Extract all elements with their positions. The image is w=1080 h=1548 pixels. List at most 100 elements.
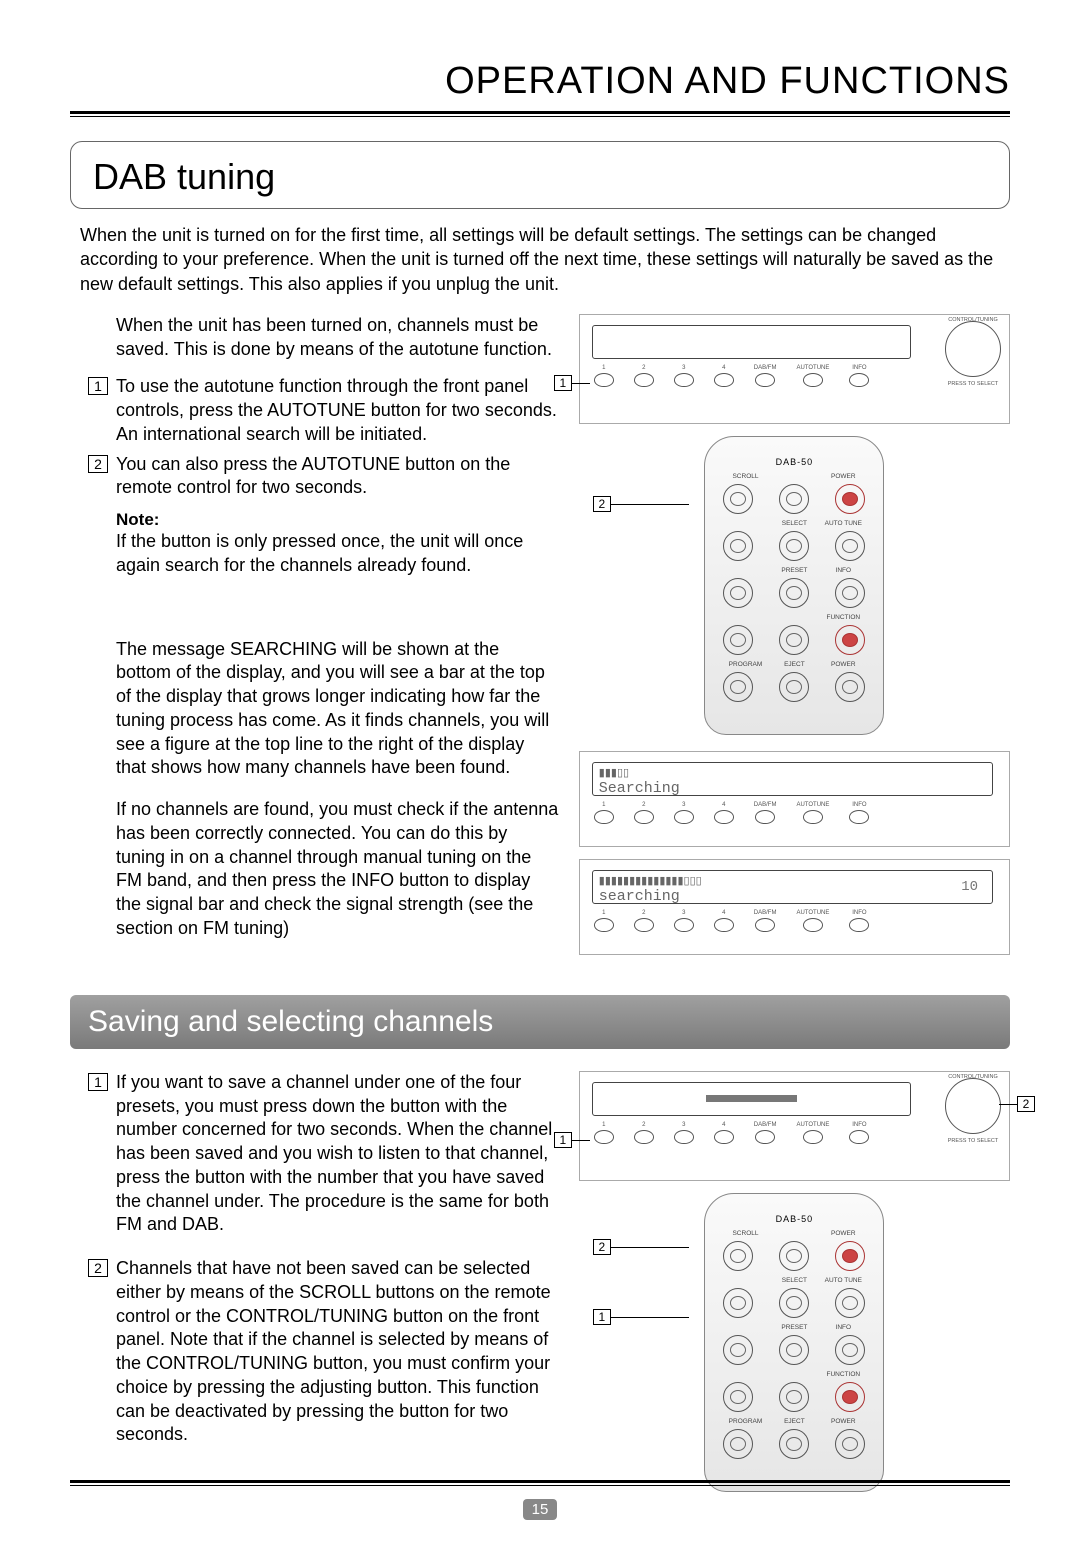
remote-button-row	[723, 1429, 865, 1459]
remote-button-inner	[730, 1390, 746, 1404]
remote-button	[835, 1335, 865, 1365]
remote-button	[779, 1241, 809, 1271]
remote-button	[835, 672, 865, 702]
panel-button-icon	[755, 1130, 775, 1144]
remote-control-figure-2: DAB-50SCROLLPOWERSELECTAUTO TUNEPRESETIN…	[704, 1193, 884, 1492]
panel-button-icon	[634, 918, 654, 932]
searching-panel-1: ▮▮▮▯▯ Searching 1234DAB/FMAUTOTUNEINFO	[579, 751, 1010, 847]
saving-step-1: 1 If you want to save a channel under on…	[88, 1071, 559, 1237]
remote-button-label	[721, 567, 769, 574]
remote-button-inner	[786, 1296, 802, 1310]
panel-button-3: 3	[674, 365, 694, 387]
panel-button-label: 4	[722, 802, 725, 808]
step-1-text: To use the autotune function through the…	[116, 375, 559, 446]
remote-button	[723, 1288, 753, 1318]
remote-button-inner	[730, 1437, 746, 1451]
remote-control-figure: DAB-50SCROLLPOWERSELECTAUTO TUNEPRESETIN…	[704, 436, 884, 735]
note-text: If the button is only pressed once, the …	[116, 530, 559, 578]
remote-button-label	[770, 1371, 818, 1378]
remote-button-label: SCROLL	[721, 1230, 769, 1237]
remote-label-row: SCROLLPOWER	[721, 1230, 867, 1237]
remote-button-inner	[786, 586, 802, 600]
saving-step-2-text: Channels that have not been saved can be…	[116, 1257, 559, 1447]
remote-button	[723, 1382, 753, 1412]
remote-button	[723, 484, 753, 514]
remote2-callout-2: 2	[593, 1239, 611, 1255]
section-title-saving: Saving and selecting channels	[70, 995, 1010, 1049]
remote-button	[723, 1335, 753, 1365]
remote-button-inner	[730, 539, 746, 553]
panel-button-dabfm: DAB/FM	[754, 802, 777, 824]
remote-button-inner	[730, 1343, 746, 1357]
step-number-1: 1	[88, 377, 108, 395]
panel2-callout-2: 2	[1017, 1096, 1035, 1112]
saving-step-2: 2 Channels that have not been saved can …	[88, 1257, 559, 1447]
panel-button-icon	[674, 810, 694, 824]
panel-callout-1: 1	[554, 375, 572, 391]
panel-button-icon	[594, 810, 614, 824]
remote-button-label: FUNCTION	[819, 1371, 867, 1378]
manual-page: OPERATION AND FUNCTIONS DAB tuning When …	[0, 0, 1080, 1548]
remote-label-row: PRESETINFO	[721, 567, 867, 574]
remote-button	[723, 531, 753, 561]
panel-button-icon	[849, 918, 869, 932]
remote-button	[779, 672, 809, 702]
footer-rule	[70, 1480, 1010, 1486]
remote-button-inner	[842, 1437, 858, 1451]
remote-button-inner	[842, 492, 858, 506]
panel-button-label: DAB/FM	[754, 1122, 777, 1128]
remote-label-row: PRESETINFO	[721, 1324, 867, 1331]
panel-button-1: 1	[594, 910, 614, 932]
remote-button-label	[770, 614, 818, 621]
panel-button-4: 4	[714, 365, 734, 387]
remote-button	[723, 1429, 753, 1459]
remote-button-label: SELECT	[770, 1277, 818, 1284]
searching-paragraph: The message SEARCHING will be shown at t…	[116, 638, 559, 781]
remote-label-row: FUNCTION	[721, 614, 867, 621]
panel-button-label: INFO	[852, 802, 866, 808]
panel-button-icon	[594, 373, 614, 387]
remote-label-row: PROGRAMEJECTPOWER	[721, 661, 867, 668]
remote-model-label: DAB-50	[719, 1214, 869, 1224]
remote-button-inner	[730, 1249, 746, 1263]
note-label: Note:	[116, 510, 559, 530]
tuning-dial-2	[945, 1078, 1001, 1134]
remote-button-inner	[786, 1390, 802, 1404]
lcd-text-2: searching	[599, 888, 986, 905]
panel-button-1: 1	[594, 1122, 614, 1144]
panel-button-icon	[714, 918, 734, 932]
panel-button-row-2: 1234DAB/FMAUTOTUNEINFO	[588, 802, 1001, 824]
panel-button-label: DAB/FM	[754, 802, 777, 808]
panel-button-label: 2	[642, 1122, 645, 1128]
remote-button-label	[770, 473, 818, 480]
dab-columns: When the unit has been turned on, channe…	[70, 314, 1010, 967]
lcd-blank	[592, 325, 911, 359]
step-2-text: You can also press the AUTOTUNE button o…	[116, 453, 559, 501]
panel-button-label: DAB/FM	[754, 365, 777, 371]
remote-button-label: INFO	[819, 567, 867, 574]
panel-button-icon	[594, 1130, 614, 1144]
remote-wrapper: 2 DAB-50SCROLLPOWERSELECTAUTO TUNEPRESET…	[579, 436, 1010, 735]
remote-button-row	[723, 1288, 865, 1318]
section-header-dab: DAB tuning	[70, 141, 1010, 209]
remote-button-label	[721, 614, 769, 621]
panel-button-label: 3	[682, 365, 685, 371]
remote-button-row	[723, 1241, 865, 1271]
no-channels-paragraph: If no channels are found, you must check…	[116, 798, 559, 941]
remote-button-inner	[786, 1437, 802, 1451]
remote-button-row	[723, 672, 865, 702]
remote-label-row: FUNCTION	[721, 1371, 867, 1378]
remote2-callout-2-line	[611, 1247, 689, 1248]
panel-button-1: 1	[594, 365, 614, 387]
searching-panel-2: ▮▮▮▮▮▮▮▮▮▮▮▮▮▮▯▯▯ searching 10 1234DAB/F…	[579, 859, 1010, 955]
dab-text-column: When the unit has been turned on, channe…	[70, 314, 559, 967]
remote-button-inner	[730, 680, 746, 694]
panel-button-icon	[634, 373, 654, 387]
panel-button-label: 4	[722, 910, 725, 916]
panel-button-autotune: AUTOTUNE	[796, 802, 829, 824]
remote-button	[779, 578, 809, 608]
lcd-searching-2: ▮▮▮▮▮▮▮▮▮▮▮▮▮▮▯▯▯ searching 10	[592, 870, 993, 904]
panel-button-icon	[674, 918, 694, 932]
panel2-callout-1: 1	[554, 1132, 572, 1148]
dial-label-top: CONTROL/TUNING	[943, 317, 1003, 323]
